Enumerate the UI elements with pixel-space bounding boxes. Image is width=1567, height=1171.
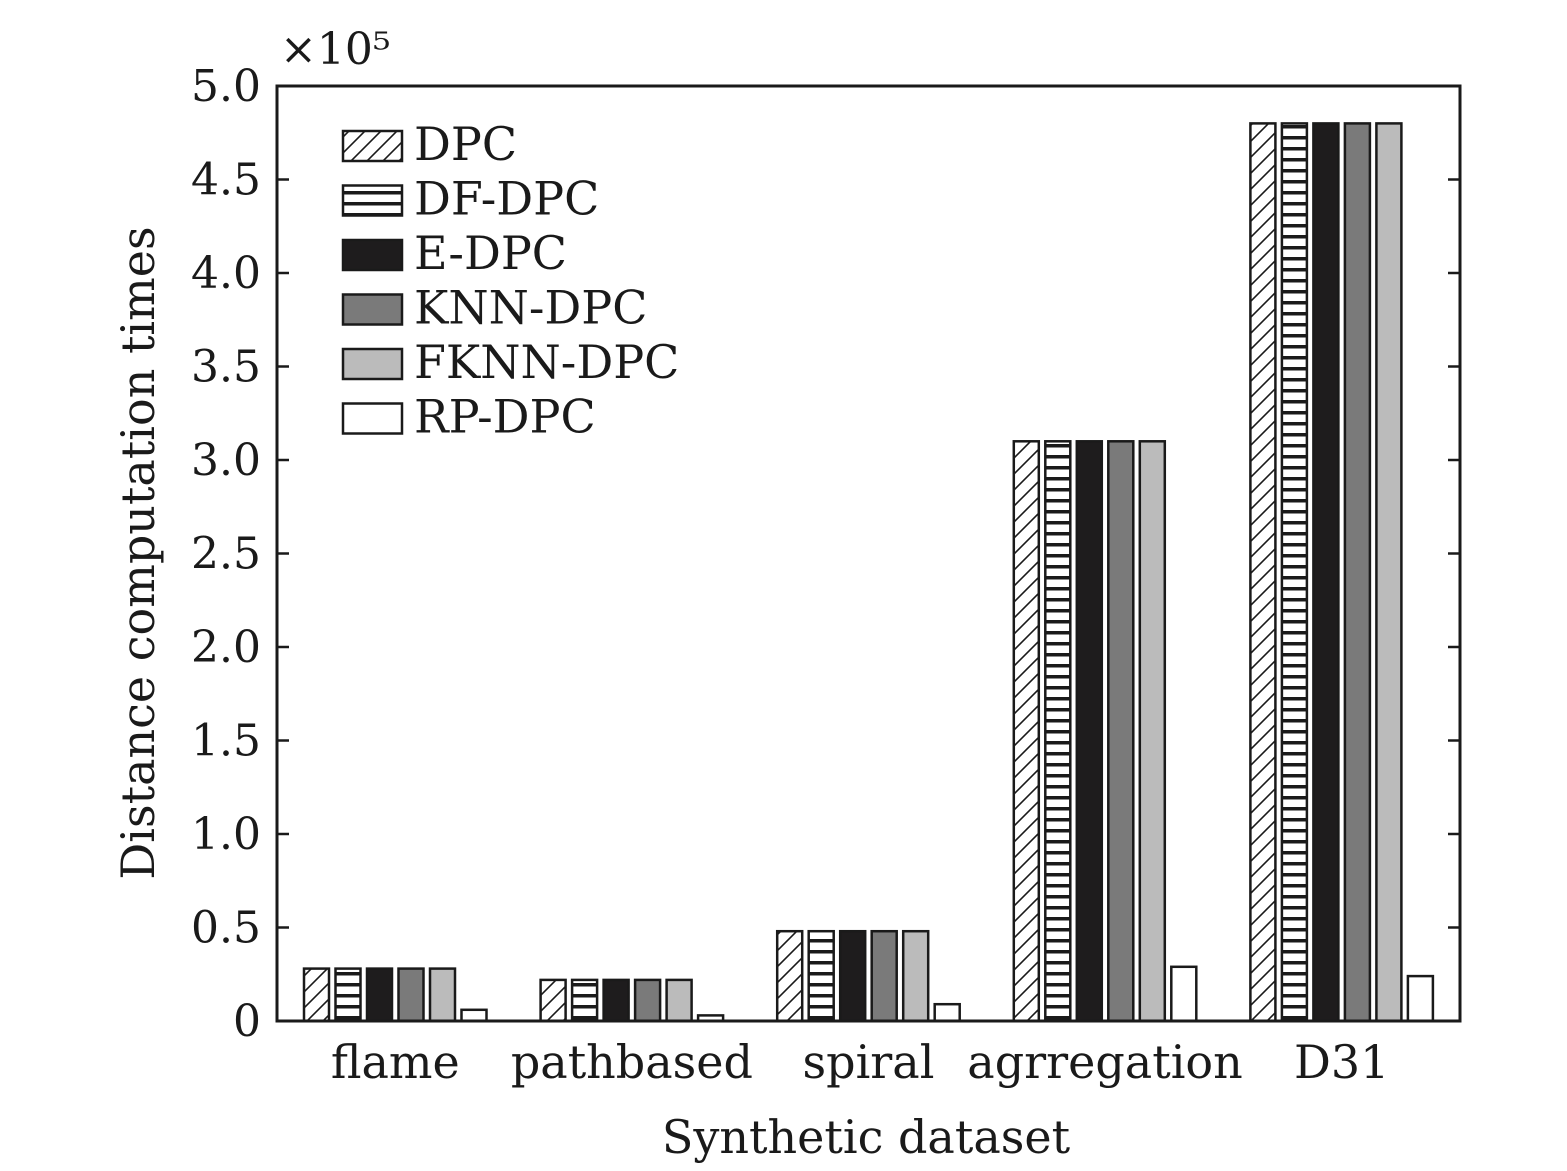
legend-swatch-dpc bbox=[341, 129, 404, 163]
bar-agrregation-knn-dpc bbox=[1107, 440, 1135, 1023]
bar-d31-e-dpc bbox=[1312, 122, 1340, 1023]
bar-agrregation-df-dpc bbox=[1044, 440, 1072, 1023]
bar-agrregation-fknn-dpc bbox=[1138, 440, 1167, 1023]
legend-label-fknn-dpc: FKNN-DPC bbox=[414, 335, 679, 389]
bar-spiral-rp-dpc bbox=[933, 1002, 961, 1023]
x-category-label: agrregation bbox=[967, 1035, 1242, 1089]
y-tick-label: 3.0 bbox=[191, 435, 261, 486]
y-axis-multiplier: ×10⁵ bbox=[280, 24, 391, 75]
bar-flame-knn-dpc bbox=[397, 967, 425, 1023]
bar-d31-df-dpc bbox=[1280, 122, 1309, 1023]
legend-swatch-rp-dpc bbox=[341, 402, 404, 435]
bar-d31-rp-dpc bbox=[1406, 974, 1435, 1023]
x-category-labels: flame pathbased spiral agrregation D31 bbox=[331, 1035, 1390, 1089]
bar-pathbased-df-dpc bbox=[570, 978, 599, 1023]
y-tick-label: 5.0 bbox=[191, 61, 261, 112]
bar-flame-rp-dpc bbox=[460, 1008, 488, 1023]
legend-swatch-fknn-dpc bbox=[341, 347, 404, 381]
x-category-label: D31 bbox=[1294, 1035, 1389, 1089]
bar-spiral-dpc bbox=[775, 929, 804, 1023]
y-tick-label: 3.5 bbox=[191, 342, 261, 393]
y-tick-label: 0 bbox=[233, 996, 261, 1047]
bar-pathbased-e-dpc bbox=[602, 978, 630, 1023]
bar-d31-dpc bbox=[1249, 122, 1277, 1023]
y-tick-label: 4.0 bbox=[191, 248, 261, 299]
legend-label-knn-dpc: KNN-DPC bbox=[414, 281, 647, 335]
bar-d31-knn-dpc bbox=[1343, 122, 1372, 1023]
legend-swatch-df-dpc bbox=[341, 184, 404, 217]
bar-flame-e-dpc bbox=[365, 967, 394, 1023]
bar-spiral-fknn-dpc bbox=[901, 929, 930, 1023]
bar-pathbased-dpc bbox=[539, 978, 567, 1023]
x-category-label: pathbased bbox=[511, 1035, 753, 1089]
y-ticks: 0 0.5 1.0 1.5 2.0 2.5 3.0 3.5 4.0 4.5 5.0 bbox=[191, 61, 1460, 1047]
bar-flame-fknn-dpc bbox=[428, 967, 457, 1023]
x-category-label: spiral bbox=[803, 1035, 935, 1089]
bar-spiral-e-dpc bbox=[838, 929, 867, 1023]
y-tick-label: 0.5 bbox=[191, 903, 261, 954]
bar-flame-dpc bbox=[302, 967, 331, 1023]
y-tick-label: 1.5 bbox=[191, 716, 261, 767]
x-axis-title: Synthetic dataset bbox=[662, 1110, 1071, 1164]
legend-label-df-dpc: DF-DPC bbox=[414, 172, 599, 226]
legend-swatch-knn-dpc bbox=[341, 293, 404, 326]
y-axis-title: Distance computation times bbox=[111, 226, 165, 879]
bar-pathbased-knn-dpc bbox=[633, 978, 662, 1023]
legend-swatch-e-dpc bbox=[341, 238, 404, 272]
y-tick-label: 1.0 bbox=[191, 809, 261, 860]
bar-spiral-knn-dpc bbox=[870, 929, 898, 1023]
x-category-label: flame bbox=[331, 1035, 460, 1089]
bar-pathbased-fknn-dpc bbox=[665, 978, 693, 1023]
y-tick-label: 4.5 bbox=[191, 155, 261, 206]
y-tick-label: 2.0 bbox=[191, 622, 261, 673]
bar-flame-df-dpc bbox=[334, 967, 362, 1023]
bars-layer bbox=[302, 122, 1435, 1023]
legend-label-dpc: DPC bbox=[414, 117, 517, 171]
legend-label-rp-dpc: RP-DPC bbox=[414, 390, 596, 444]
bar-agrregation-dpc bbox=[1012, 440, 1041, 1023]
bar-agrregation-rp-dpc bbox=[1170, 965, 1198, 1023]
bar-d31-fknn-dpc bbox=[1375, 122, 1403, 1023]
bar-spiral-df-dpc bbox=[807, 929, 835, 1023]
y-tick-label: 2.5 bbox=[191, 529, 261, 580]
bar-agrregation-e-dpc bbox=[1075, 440, 1104, 1023]
legend-label-e-dpc: E-DPC bbox=[414, 226, 567, 280]
